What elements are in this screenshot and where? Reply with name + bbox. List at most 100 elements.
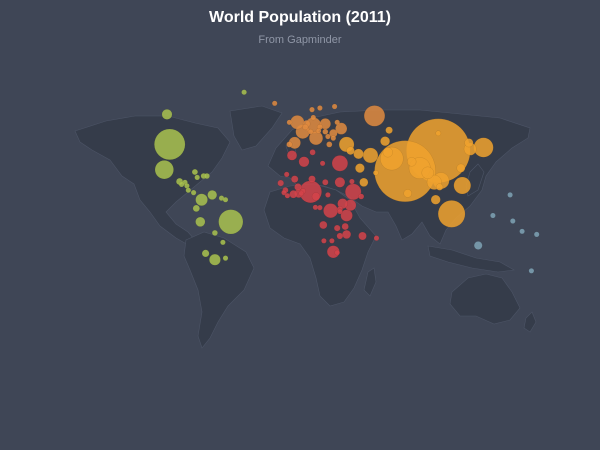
bubble-cambodia[interactable]: Cambodia: [435, 183, 444, 191]
bubble-togo[interactable]: Togo: [298, 190, 305, 197]
bubble-madagascar[interactable]: Madagascar: [358, 231, 367, 241]
bubble-afghanistan[interactable]: Afghanistan: [382, 147, 393, 158]
bubble-philippines[interactable]: Philippines: [453, 176, 472, 195]
bubble-burkina-faso[interactable]: Burkina Faso: [294, 183, 302, 191]
bubble-ecuador[interactable]: Ecuador: [192, 204, 200, 213]
bubble-united-states[interactable]: United States: [154, 128, 186, 161]
bubble-fiji[interactable]: Fiji: [533, 231, 540, 238]
bubble-eritrea[interactable]: Eritrea: [349, 178, 355, 185]
bubble-bolivia[interactable]: Bolivia: [211, 229, 218, 236]
bubble-mali[interactable]: Mali: [290, 175, 299, 183]
bubble-argentina[interactable]: Argentina: [209, 253, 221, 266]
bubble-brazil[interactable]: Brazil: [218, 209, 244, 235]
bubble-finland[interactable]: Finland: [331, 103, 338, 110]
bubble-chile[interactable]: Chile: [201, 249, 210, 258]
bubble-mongolia[interactable]: Mongolia: [435, 130, 442, 137]
bubble-serbia[interactable]: Serbia: [325, 133, 331, 140]
bubble-nepal[interactable]: Nepal: [406, 157, 417, 167]
bubble-namibia[interactable]: Namibia: [321, 237, 327, 244]
bubble-dominican-republic[interactable]: Dominican Republic: [203, 172, 210, 180]
bubble-austria[interactable]: Austria: [315, 128, 322, 134]
bubble-yemen[interactable]: Yemen: [359, 177, 369, 187]
bubble-saudi-arabia[interactable]: Saudi Arabia: [355, 163, 365, 173]
bubble-panama[interactable]: Panama: [190, 189, 197, 196]
bubble-myanmar[interactable]: Myanmar: [421, 166, 434, 180]
bubble-botswana[interactable]: Botswana: [329, 237, 335, 244]
bubble-mexico[interactable]: Mexico: [154, 160, 174, 180]
bubble-micronesia[interactable]: Micronesia: [507, 192, 513, 198]
bubble-papua-new-guinea[interactable]: Papua New Guinea: [490, 212, 496, 219]
bubble-somalia[interactable]: Somalia: [358, 193, 365, 200]
bubble-portugal[interactable]: Portugal: [286, 141, 293, 148]
bubble-libya[interactable]: Libya: [319, 160, 326, 167]
bubble-chad[interactable]: Chad: [322, 179, 329, 186]
bubble-gabon[interactable]: Gabon: [312, 204, 319, 211]
bubble-dr-congo[interactable]: DR Congo: [323, 203, 339, 219]
bubble-vanuatu[interactable]: Vanuatu: [519, 228, 525, 235]
bubble-tunisia[interactable]: Tunisia: [309, 149, 316, 156]
bubble-jamaica[interactable]: Jamaica: [194, 174, 201, 181]
bubble-sweden[interactable]: Sweden: [317, 105, 323, 111]
bubble-malawi[interactable]: Malawi: [341, 222, 349, 231]
bubble-sri-lanka[interactable]: Sri Lanka: [403, 189, 412, 198]
bubble-syria[interactable]: Syria: [346, 146, 355, 155]
bubble-ireland[interactable]: Ireland: [286, 119, 293, 126]
bubble-new-zealand[interactable]: New Zealand: [528, 267, 535, 274]
bubble-algeria[interactable]: Algeria: [298, 156, 310, 168]
bubble-zambia[interactable]: Zambia: [333, 224, 341, 232]
bubble-lesotho[interactable]: Lesotho: [334, 249, 341, 256]
bubble-tanzania[interactable]: Tanzania: [340, 209, 353, 222]
bubble-denmark[interactable]: Denmark: [310, 114, 317, 121]
bubble-indonesia[interactable]: Indonesia: [437, 200, 466, 228]
bubble-mauritania[interactable]: Mauritania: [283, 171, 290, 178]
bubble-australia[interactable]: Australia: [473, 241, 483, 250]
bubble-canada[interactable]: Canada: [161, 109, 173, 120]
bubble-ukraine[interactable]: Ukraine: [335, 122, 348, 135]
bubble-cuba[interactable]: Cuba: [191, 168, 199, 176]
bubble-taiwan[interactable]: Taiwan: [456, 163, 466, 173]
bubble-norway[interactable]: Norway: [309, 106, 315, 113]
bubble-colombia[interactable]: Colombia: [195, 193, 208, 206]
bubble-bulgaria[interactable]: Bulgaria: [330, 135, 337, 141]
bubble-niger[interactable]: Niger: [308, 175, 316, 183]
bubble-senegal[interactable]: Senegal: [277, 179, 285, 187]
bubble-sudan[interactable]: Sudan: [334, 176, 346, 188]
bubble-paraguay[interactable]: Paraguay: [220, 239, 226, 246]
bubble-cameroon[interactable]: Cameroon: [311, 192, 321, 201]
bubble-italy[interactable]: Italy: [308, 131, 324, 146]
bubble-peru[interactable]: Peru: [195, 216, 206, 227]
bubble-switzerland[interactable]: Switzerland: [307, 128, 314, 135]
bubble-egypt[interactable]: Egypt: [331, 155, 349, 172]
bubble-greece[interactable]: Greece: [326, 141, 333, 148]
bubble-central-african-republic[interactable]: Central African Republic: [325, 192, 331, 198]
bubble-venezuela[interactable]: Venezuela: [207, 189, 218, 200]
bubble-iceland[interactable]: Iceland: [271, 100, 278, 107]
bubble-angola[interactable]: Angola: [319, 220, 328, 230]
bubble-iraq[interactable]: Iraq: [353, 148, 364, 160]
bubble-mauritius[interactable]: Mauritius: [373, 235, 380, 241]
bubble-zimbabwe[interactable]: Zimbabwe: [336, 232, 344, 240]
bubble-united-kingdom[interactable]: United Kingdom: [290, 115, 305, 130]
bubble-belgium[interactable]: Belgium: [302, 123, 309, 131]
bubble-cote-d-ivoire[interactable]: Cote d'Ivoire: [289, 190, 298, 199]
bubble-uruguay[interactable]: Uruguay: [222, 255, 229, 261]
bubble-hungary[interactable]: Hungary: [322, 128, 329, 135]
bubble-sierra-leone[interactable]: Sierra Leone: [281, 189, 287, 196]
bubble-oman[interactable]: Oman: [372, 169, 379, 176]
bubble-liberia[interactable]: Liberia: [284, 192, 291, 199]
bubble-mozambique[interactable]: Mozambique: [342, 229, 352, 239]
bubble-kazakhstan[interactable]: Kazakhstan: [385, 126, 393, 134]
bubble-japan[interactable]: Japan: [473, 137, 494, 158]
bubble-burundi[interactable]: Burundi: [337, 208, 343, 215]
bubble-suriname[interactable]: Suriname: [222, 196, 229, 203]
bubble-greenland[interactable]: Greenland: [241, 89, 247, 96]
bubble-uzbekistan[interactable]: Uzbekistan: [380, 136, 391, 147]
bubble-morocco[interactable]: Morocco: [286, 150, 298, 161]
bubble-belarus[interactable]: Belarus: [334, 119, 341, 126]
bubble-solomon-islands[interactable]: Solomon Islands: [509, 218, 516, 224]
bubble-iran[interactable]: Iran: [362, 147, 379, 164]
bubble-russia[interactable]: Russia: [363, 105, 386, 127]
bubble-ethiopia[interactable]: Ethiopia: [344, 183, 362, 201]
bubble-el-salvador[interactable]: El Salvador: [178, 181, 185, 188]
bubble-costa-rica[interactable]: Costa Rica: [185, 187, 192, 194]
